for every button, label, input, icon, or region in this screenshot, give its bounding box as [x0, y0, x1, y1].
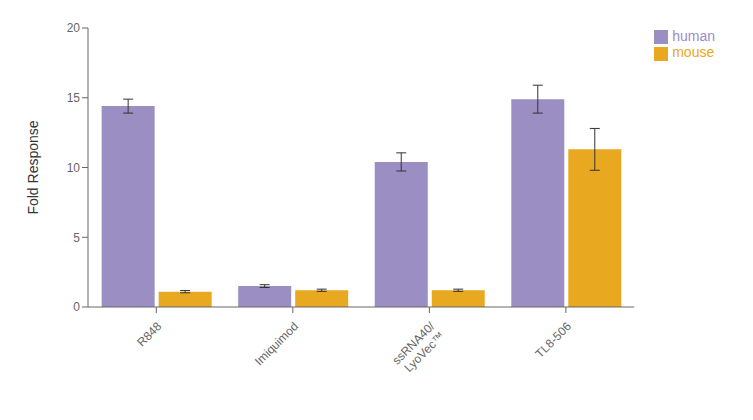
svg-text:5: 5 [73, 231, 80, 245]
svg-text:20: 20 [67, 21, 81, 35]
svg-text:0: 0 [73, 300, 80, 314]
html-text:human: human [672, 28, 715, 44]
svg-text:Fold Response: Fold Response [25, 120, 41, 214]
html-text:mouse: mouse [672, 44, 715, 61]
svg-text:15: 15 [67, 91, 81, 105]
svg-text:R848: R848 [134, 319, 164, 349]
svg-text:ssRNA40/LyoVec™: ssRNA40/LyoVec™ [389, 319, 447, 377]
svg-text:Imiquimod: Imiquimod [252, 319, 301, 368]
svg-text:TL8-506: TL8-506 [533, 319, 575, 361]
svg-text:10: 10 [67, 161, 81, 175]
